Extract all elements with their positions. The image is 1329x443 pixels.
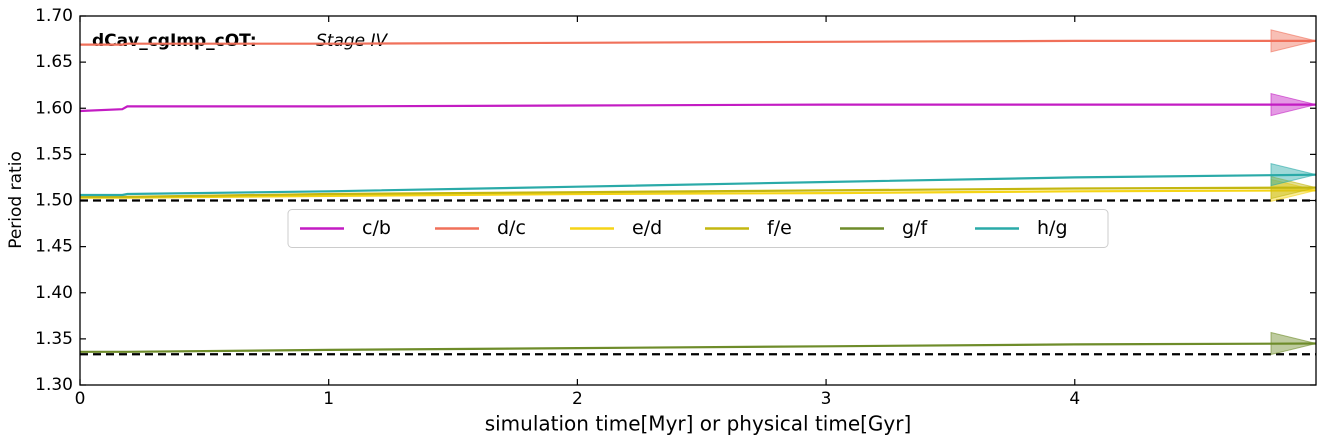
x-tick-label: 3: [821, 389, 832, 409]
y-tick-label: 1.60: [35, 98, 73, 118]
x-tick-label: 4: [1069, 389, 1080, 409]
legend-label: h/g: [1037, 217, 1068, 239]
legend-label: c/b: [362, 217, 391, 239]
end-arrow: [1270, 29, 1317, 53]
y-tick-label: 1.70: [35, 6, 73, 26]
end-arrow: [1270, 92, 1317, 117]
legend: c/b d/c e/d f/e g/f h/g: [287, 209, 1109, 248]
x-tick-label: 1: [323, 389, 334, 409]
x-axis-label: simulation time[Myr] or physical time[Gy…: [485, 412, 912, 436]
y-tick-label: 1.45: [35, 237, 73, 257]
chart-title: dCav_cgImp_cOT:: [92, 31, 257, 51]
series-line: [80, 173, 1317, 197]
x-tick-label: 0: [75, 389, 86, 409]
legend-label: d/c: [497, 217, 526, 239]
chart-subtitle: Stage IV: [316, 31, 389, 51]
y-tick-label: 1.30: [35, 375, 73, 395]
end-arrow: [1270, 163, 1317, 187]
legend-label: f/e: [767, 217, 792, 239]
series-line: [80, 39, 1316, 46]
end-arrow: [1270, 175, 1317, 200]
legend-frame: [287, 209, 1109, 248]
y-tick-label: 1.55: [35, 144, 73, 164]
legend-label: e/d: [632, 217, 662, 239]
series-line: [80, 186, 1317, 198]
y-tick-label: 1.40: [35, 283, 73, 303]
series-line: [80, 342, 1317, 353]
series-line: [79, 103, 1316, 113]
end-arrow: [1270, 331, 1317, 356]
x-tick-label: 2: [572, 389, 583, 409]
y-tick-label: 1.50: [35, 191, 73, 211]
y-tick-label: 1.65: [35, 52, 73, 72]
legend-label: g/f: [902, 217, 928, 239]
y-tick-label: 1.35: [35, 329, 73, 349]
y-axis-label: Period ratio: [6, 151, 26, 249]
